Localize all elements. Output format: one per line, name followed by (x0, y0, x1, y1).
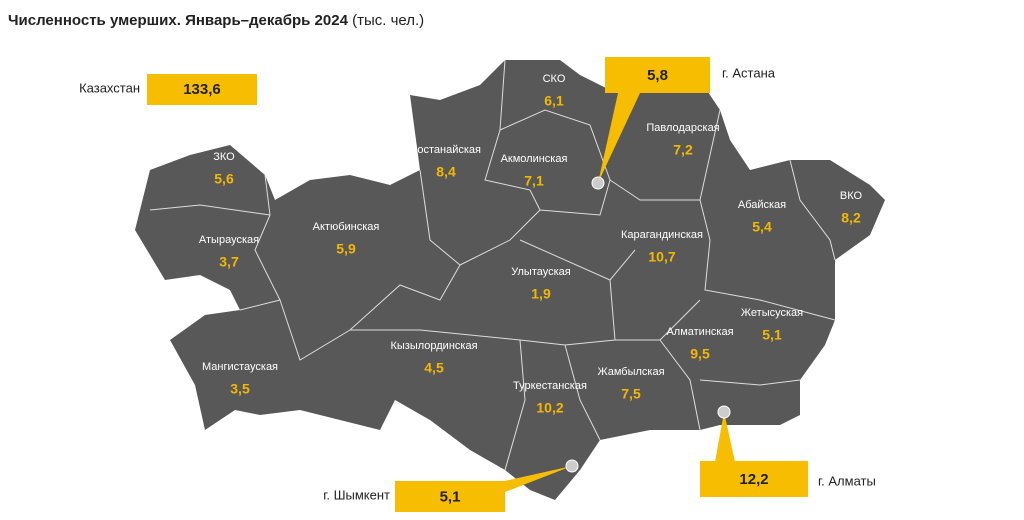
region-value: 7,5 (621, 386, 641, 402)
callout-pointer (598, 93, 640, 183)
region-name: ВКО (840, 190, 863, 202)
title: Численность умерших. Январь–декабрь 2024 (8, 12, 348, 29)
region-value: 7,2 (673, 142, 693, 158)
city-value: 5,1 (440, 488, 461, 505)
region-name: ЗКО (213, 151, 235, 163)
region-value: 7,1 (524, 173, 544, 189)
total-label: Казахстан (79, 80, 140, 95)
region-value: 1,9 (531, 286, 551, 302)
region-value: 6,1 (544, 93, 564, 109)
country-shape (135, 60, 885, 500)
region-borders (149, 59, 836, 471)
city-dot (717, 405, 731, 419)
region-name: Карагандинская (621, 229, 703, 241)
total-value: 133,6 (183, 81, 221, 98)
city-name: г. Алматы (818, 473, 876, 488)
region-name: Атырауская (199, 234, 259, 246)
region-name: Кызылординская (390, 340, 477, 352)
region-value: 5,4 (752, 219, 772, 235)
region-value: 10,2 (536, 400, 563, 416)
region-value: 3,7 (219, 254, 239, 270)
region-name: Жамбылская (597, 366, 664, 378)
title-block: Численность умерших. Январь–декабрь 2024… (8, 12, 424, 29)
total-box (147, 74, 257, 105)
region-name: Павлодарская (646, 122, 719, 134)
region-name: СКО (543, 73, 566, 85)
region-name: Туркестанская (513, 380, 587, 392)
city-box (605, 57, 710, 93)
units: (тыс. чел.) (352, 12, 425, 29)
region-value: 4,5 (424, 360, 444, 376)
region-value: 5,9 (336, 241, 356, 257)
region-value: 9,5 (690, 346, 710, 362)
region-value: 5,1 (762, 327, 782, 343)
city-dot (591, 176, 605, 190)
region-value: 8,4 (436, 164, 456, 180)
region-value: 3,5 (230, 381, 250, 397)
region-name: Улытауская (511, 266, 571, 278)
callout-pointer (500, 466, 572, 494)
region-name: Костанайская (411, 144, 481, 156)
region-name: Актюбинская (313, 221, 380, 233)
city-value: 12,2 (739, 471, 768, 488)
city-name: г. Астана (722, 65, 776, 80)
city-value: 5,8 (647, 67, 668, 84)
region-name: Алматинская (666, 326, 733, 338)
city-box (700, 461, 808, 497)
city-box (395, 481, 505, 512)
region-value: 8,2 (841, 210, 861, 226)
callout-pointer (715, 412, 735, 462)
region-name: Абайская (738, 199, 786, 211)
region-value: 5,6 (214, 171, 234, 187)
region-name: Жетысуская (741, 307, 803, 319)
region-name: Мангистауская (202, 361, 278, 373)
region-name: Акмолинская (501, 153, 568, 165)
city-dot (565, 459, 579, 473)
region-value: 10,7 (648, 249, 675, 265)
city-name: г. Шымкент (323, 487, 390, 502)
